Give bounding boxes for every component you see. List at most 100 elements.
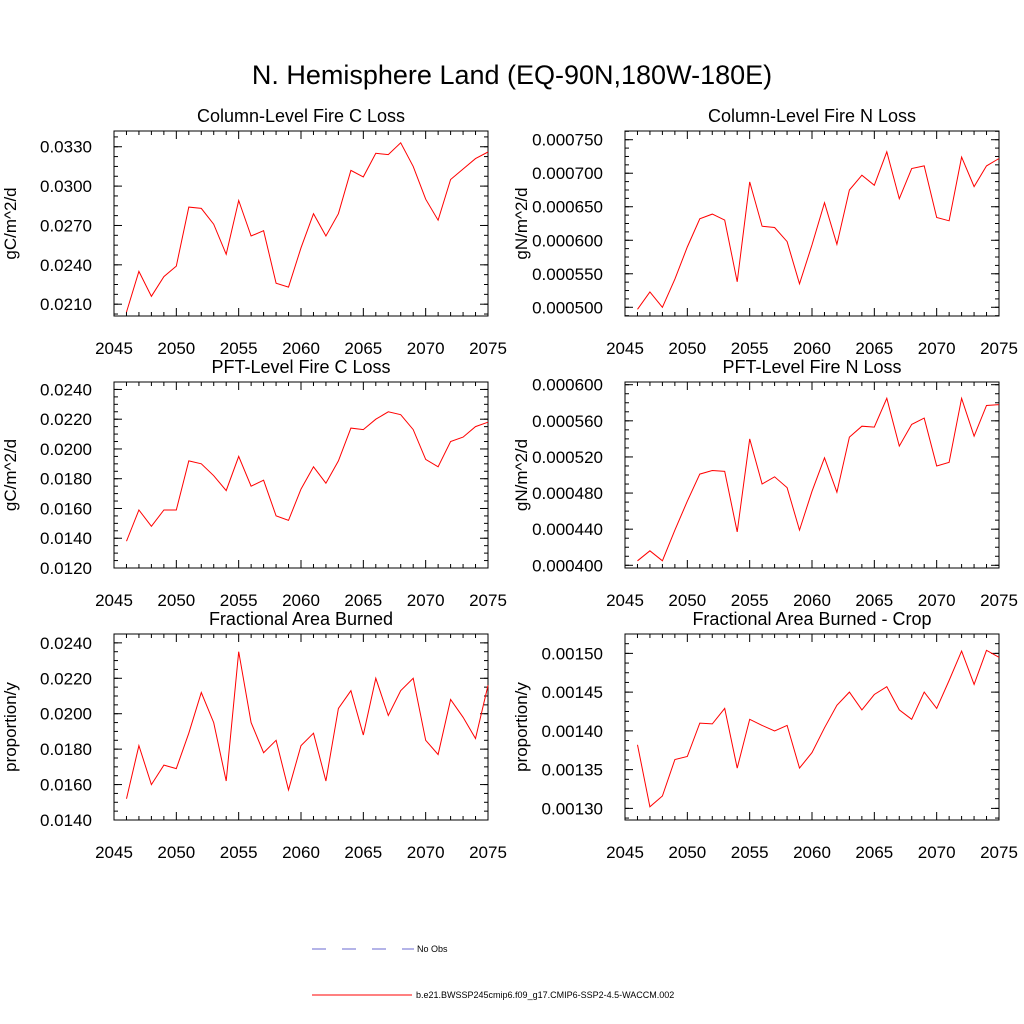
- y-tick-label: 0.000600: [532, 231, 603, 250]
- panel-title: Column-Level Fire N Loss: [708, 106, 916, 126]
- y-tick-label: 0.0140: [40, 811, 92, 830]
- x-tick-label: 2060: [282, 591, 320, 610]
- y-tick-label: 0.00135: [542, 761, 603, 780]
- model-series-line: [126, 651, 489, 799]
- x-tick-label: 2050: [157, 591, 195, 610]
- x-tick-label: 2045: [606, 591, 644, 610]
- y-axis-label: gN/m^2/d: [512, 439, 531, 511]
- x-tick-label: 2050: [668, 339, 706, 358]
- plot-frame: [624, 130, 1000, 317]
- y-tick-label: 0.0200: [40, 440, 92, 459]
- x-tick-label: 2045: [95, 591, 133, 610]
- y-tick-label: 0.0140: [40, 529, 92, 548]
- plot-frame: [113, 381, 489, 569]
- y-tick-label: 0.0210: [40, 295, 92, 314]
- x-tick-label: 2060: [282, 339, 320, 358]
- y-tick-label: 0.00145: [542, 683, 603, 702]
- x-tick-label: 2070: [918, 843, 956, 862]
- panels-group: Column-Level Fire C Loss gC/m^2/d 2045 2050…: [1, 106, 1018, 862]
- panel-title: Column-Level Fire C Loss: [197, 106, 405, 126]
- y-tick-label: 0.00130: [542, 799, 603, 818]
- y-tick-label: 0.0270: [40, 216, 92, 235]
- y-tick-label: 0.0220: [40, 410, 92, 429]
- y-tick-label: 0.000520: [532, 448, 603, 467]
- x-tick-label: 2065: [344, 591, 382, 610]
- x-tick-label: 2075: [980, 591, 1018, 610]
- model-series-line: [637, 150, 1000, 310]
- x-tick-label: 2070: [407, 339, 445, 358]
- x-tick-label: 2075: [469, 591, 507, 610]
- y-tick-label: 0.0180: [40, 470, 92, 489]
- y-tick-label: 0.00140: [542, 722, 603, 741]
- y-tick-label: 0.0200: [40, 705, 92, 724]
- model-series-line: [126, 141, 489, 313]
- y-tick-label: 0.000750: [532, 131, 603, 150]
- x-tick-label: 2075: [469, 339, 507, 358]
- y-tick-label: 0.0160: [40, 776, 92, 795]
- x-tick-label: 2065: [344, 843, 382, 862]
- y-axis-label: proportion/y: [1, 682, 20, 772]
- legend-model-label: b.e21.BWSSP245cmip6.f09_g17.CMIP6-SSP2-4…: [416, 990, 674, 1000]
- y-tick-label: 0.0220: [40, 669, 92, 688]
- plot-frame: [113, 130, 489, 317]
- x-tick-label: 2050: [668, 591, 706, 610]
- x-tick-label: 2050: [157, 843, 195, 862]
- y-tick-label: 0.00150: [542, 644, 603, 663]
- model-series-line: [637, 649, 1000, 808]
- x-tick-label: 2055: [731, 843, 769, 862]
- x-tick-label: 2045: [95, 339, 133, 358]
- x-tick-label: 2055: [220, 591, 258, 610]
- chart-panel-5: Fractional Area Burned proportion/y 2045 20…: [1, 609, 507, 862]
- y-tick-label: 0.0160: [40, 499, 92, 518]
- y-tick-label: 0.000440: [532, 520, 603, 539]
- x-tick-label: 2055: [731, 339, 769, 358]
- x-tick-label: 2060: [282, 843, 320, 862]
- y-tick-label: 0.0240: [40, 634, 92, 653]
- legend: No Obs b.e21.BWSSP245cmip6.f09_g17.CMIP6…: [312, 944, 674, 1000]
- x-tick-label: 2075: [980, 339, 1018, 358]
- y-tick-label: 0.0240: [40, 380, 92, 399]
- y-tick-label: 0.000400: [532, 556, 603, 575]
- panel-title: Fractional Area Burned - Crop: [692, 609, 931, 629]
- y-axis-label: proportion/y: [512, 682, 531, 772]
- x-tick-label: 2050: [157, 339, 195, 358]
- x-tick-label: 2060: [793, 591, 831, 610]
- x-tick-label: 2065: [855, 591, 893, 610]
- x-tick-label: 2075: [980, 843, 1018, 862]
- x-tick-label: 2070: [407, 843, 445, 862]
- x-tick-label: 2060: [793, 339, 831, 358]
- x-tick-label: 2065: [344, 339, 382, 358]
- panel-title: Fractional Area Burned: [209, 609, 393, 629]
- x-tick-label: 2060: [793, 843, 831, 862]
- plot-frame: [624, 381, 1000, 569]
- x-tick-label: 2050: [668, 843, 706, 862]
- x-tick-label: 2070: [918, 339, 956, 358]
- x-tick-label: 2070: [407, 591, 445, 610]
- model-series-line: [637, 396, 1000, 562]
- panel-title: PFT-Level Fire C Loss: [211, 357, 390, 377]
- plot-frame: [624, 633, 1000, 821]
- chart-panel-3: PFT-Level Fire C Loss gC/m^2/d 2045 2050 205…: [1, 357, 507, 610]
- y-tick-label: 0.000700: [532, 164, 603, 183]
- y-tick-label: 0.0180: [40, 740, 92, 759]
- x-tick-label: 2065: [855, 843, 893, 862]
- legend-obs-label: No Obs: [417, 944, 448, 954]
- y-tick-label: 0.000650: [532, 198, 603, 217]
- y-tick-label: 0.000480: [532, 484, 603, 503]
- chart-panel-4: PFT-Level Fire N Loss gN/m^2/d 2045 2050 205…: [512, 357, 1018, 610]
- chart-panel-6: Fractional Area Burned - Crop proportion/…: [512, 609, 1018, 862]
- x-tick-label: 2055: [220, 339, 258, 358]
- model-series-line: [126, 411, 489, 542]
- y-axis-label: gN/m^2/d: [512, 187, 531, 259]
- figure-title: N. Hemisphere Land (EQ-90N,180W-180E): [252, 60, 772, 90]
- plot-frame: [113, 633, 489, 821]
- x-tick-label: 2075: [469, 843, 507, 862]
- y-tick-label: 0.000600: [532, 376, 603, 395]
- y-tick-label: 0.0120: [40, 559, 92, 578]
- x-tick-label: 2055: [220, 843, 258, 862]
- x-tick-label: 2045: [606, 339, 644, 358]
- y-tick-label: 0.000560: [532, 412, 603, 431]
- y-tick-label: 0.000550: [532, 265, 603, 284]
- chart-panel-1: Column-Level Fire C Loss gC/m^2/d 2045 2050…: [1, 106, 507, 358]
